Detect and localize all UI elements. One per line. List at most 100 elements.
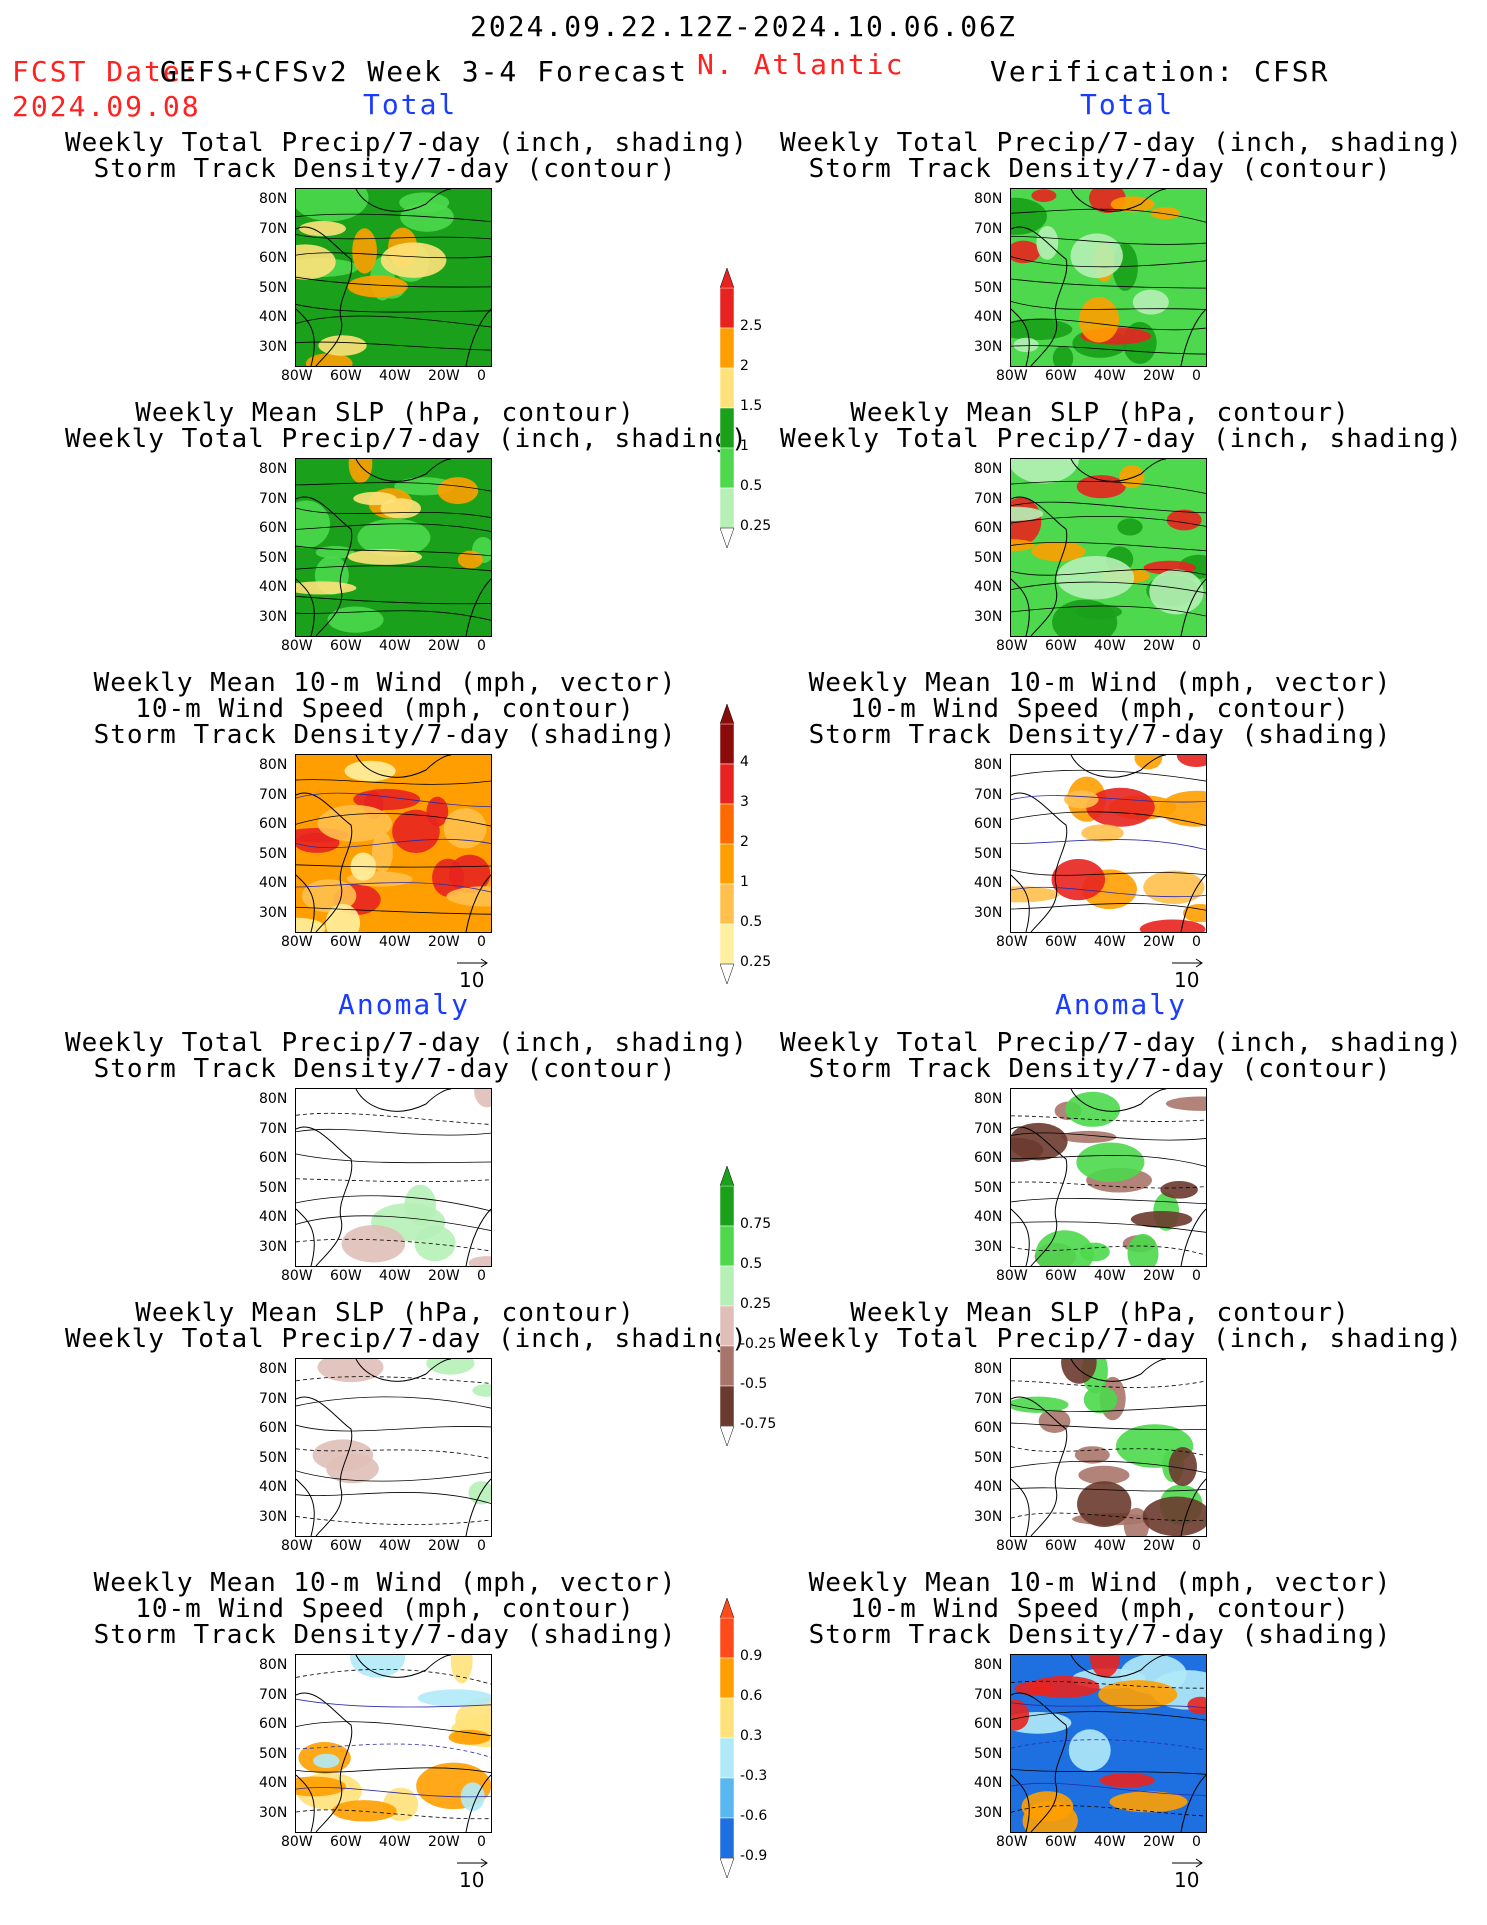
lat-tick-label: 30N	[259, 1238, 288, 1255]
lon-tick-label: 80W	[996, 638, 1028, 654]
contour-line	[1011, 345, 1206, 355]
contour-line	[296, 304, 491, 313]
contour-line	[296, 1215, 491, 1231]
panel-title-line: Weekly Total Precip/7-day (inch, shading…	[65, 424, 748, 454]
contour-line	[296, 1178, 491, 1183]
lon-tick-label: 40W	[379, 934, 411, 950]
shade-area	[299, 221, 347, 237]
contour-line	[1011, 1702, 1206, 1709]
lat-tick-label: 40N	[259, 579, 288, 595]
lon-tick-label: 0	[1192, 1268, 1201, 1284]
contour-line	[1011, 1739, 1206, 1751]
lon-tick-label: 20W	[1143, 1834, 1175, 1850]
coastline	[296, 226, 353, 366]
lat-tick-label: 40N	[974, 1775, 1003, 1791]
lat-tick-label: 50N	[259, 1449, 288, 1466]
contour-line	[1011, 1460, 1206, 1474]
contour-line	[1011, 541, 1206, 552]
shade-area	[1160, 1180, 1198, 1199]
panel-title-line: Storm Track Density/7-day (shading)	[93, 720, 677, 750]
shade-area	[296, 1776, 347, 1797]
map-panel	[295, 1088, 492, 1267]
map-panel	[295, 1358, 492, 1537]
panel-title-line: 10-m Wind Speed (mph, contour)	[850, 1594, 1350, 1624]
europe-coast	[465, 578, 491, 636]
coastline	[1011, 496, 1068, 636]
lat-tick-label: 40N	[259, 309, 288, 325]
greenland-coast	[355, 459, 452, 482]
lon-tick-label: 20W	[428, 1538, 460, 1554]
colorbar-label: -0.3	[740, 1768, 768, 1784]
panel-title-line: Storm Track Density/7-day (shading)	[808, 1620, 1392, 1650]
shade-area	[426, 1359, 475, 1375]
panel-title-line: Storm Track Density/7-day (contour)	[93, 1054, 677, 1084]
shade-area	[313, 1753, 340, 1769]
lat-tick-label: 50N	[259, 279, 288, 296]
lat-tick-label: 50N	[259, 549, 288, 566]
lon-tick-label: 60W	[330, 368, 362, 384]
contour-line	[1011, 568, 1206, 576]
contour-line	[296, 545, 491, 557]
contour-line	[296, 1668, 491, 1685]
lat-tick-label: 60N	[974, 1716, 1003, 1732]
colorbar-label: 0.3	[740, 1728, 763, 1744]
contour-line	[1011, 516, 1206, 527]
contour-line	[296, 1491, 491, 1504]
shade-area	[380, 498, 422, 519]
lat-tick-label: 50N	[974, 1179, 1003, 1196]
vector-reference-value: 10	[459, 968, 485, 992]
shade-area	[457, 550, 483, 569]
contour-line	[296, 906, 491, 915]
contour-line	[296, 813, 491, 827]
lat-tick-label: 80N	[974, 461, 1003, 477]
contour-line	[296, 1698, 491, 1708]
shade-area	[437, 477, 479, 505]
colorbar-segment	[719, 1225, 735, 1267]
shade-area	[312, 1439, 374, 1471]
shade-area	[417, 1689, 491, 1707]
lon-tick-label: 80W	[281, 1834, 313, 1850]
contour-line	[1011, 208, 1206, 223]
colorbar-segment	[719, 883, 735, 925]
colorbar-cap-bottom	[719, 963, 735, 985]
section-total-left: Total	[363, 88, 458, 121]
lon-tick-label: 60W	[1045, 1268, 1077, 1284]
contour-line	[296, 792, 491, 808]
shade-area	[1143, 870, 1205, 904]
contour-line	[296, 482, 491, 492]
coastline	[1011, 1692, 1068, 1832]
greenland-coast	[1070, 1089, 1167, 1112]
lat-tick-label: 60N	[259, 520, 288, 536]
lon-tick-label: 80W	[996, 1834, 1028, 1850]
lat-tick-label: 50N	[974, 845, 1003, 862]
lat-tick-label: 60N	[259, 816, 288, 832]
shade-area	[426, 796, 449, 827]
contour-line	[296, 838, 491, 849]
greenland-coast	[355, 755, 452, 778]
contour-line	[296, 1112, 491, 1125]
contour-line	[296, 234, 491, 240]
lon-tick-label: 20W	[428, 1268, 460, 1284]
lat-tick-label: 40N	[259, 1479, 288, 1495]
vector-arrow-icon	[1172, 958, 1203, 968]
coastline	[1011, 1126, 1068, 1266]
lat-tick-label: 50N	[974, 549, 1003, 566]
contour-line	[1011, 1132, 1206, 1141]
contour-line	[296, 276, 491, 288]
colorbar-segment	[719, 1185, 735, 1227]
shade-area	[352, 228, 377, 274]
colorbar-cap-bottom	[719, 1857, 735, 1879]
europe-coast	[1180, 874, 1206, 932]
contour-line	[296, 1424, 491, 1432]
coastline	[296, 1692, 353, 1832]
shade-area	[1081, 824, 1124, 842]
lat-tick-label: 70N	[974, 1686, 1003, 1703]
shade-area	[1014, 1681, 1054, 1696]
lat-tick-label: 80N	[974, 1091, 1003, 1107]
contour-line	[296, 1767, 491, 1774]
shade-area	[1149, 569, 1204, 615]
panel-title-line: Weekly Mean 10-m Wind (mph, vector)	[808, 668, 1392, 698]
lat-tick-label: 50N	[259, 1745, 288, 1762]
colorbar-label: -0.25	[740, 1336, 777, 1352]
shade-area	[344, 760, 396, 782]
